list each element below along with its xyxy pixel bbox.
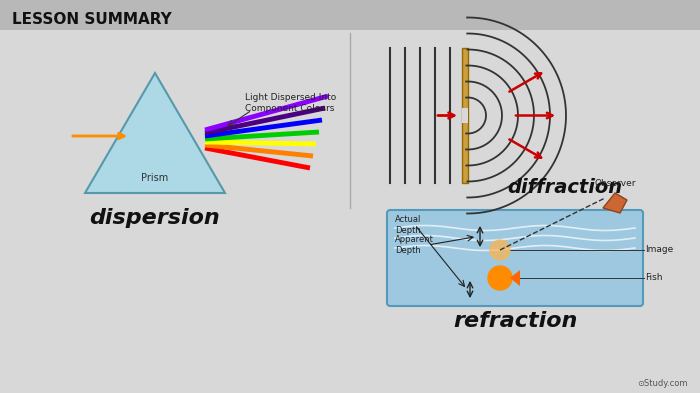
Polygon shape [603, 193, 627, 213]
Text: Apparent
Depth: Apparent Depth [395, 235, 434, 255]
Text: refraction: refraction [453, 311, 578, 331]
Circle shape [490, 240, 510, 260]
Text: Light Dispersed Into
Component Colours: Light Dispersed Into Component Colours [245, 93, 336, 113]
Text: Image: Image [645, 246, 673, 255]
FancyBboxPatch shape [387, 210, 643, 306]
Text: Observer: Observer [594, 179, 636, 188]
Bar [462, 108, 468, 123]
Bar [462, 48, 468, 183]
Text: LESSON SUMMARY: LESSON SUMMARY [12, 11, 172, 26]
Text: Fish: Fish [645, 274, 662, 283]
Text: ⊙Study.com: ⊙Study.com [638, 379, 688, 388]
Text: Prism: Prism [141, 173, 169, 183]
Text: diffraction: diffraction [508, 178, 622, 197]
Text: dispersion: dispersion [90, 208, 220, 228]
Text: Actual
Depth: Actual Depth [395, 215, 421, 235]
FancyBboxPatch shape [0, 0, 700, 30]
Polygon shape [510, 270, 520, 286]
Polygon shape [85, 73, 225, 193]
Circle shape [488, 266, 512, 290]
